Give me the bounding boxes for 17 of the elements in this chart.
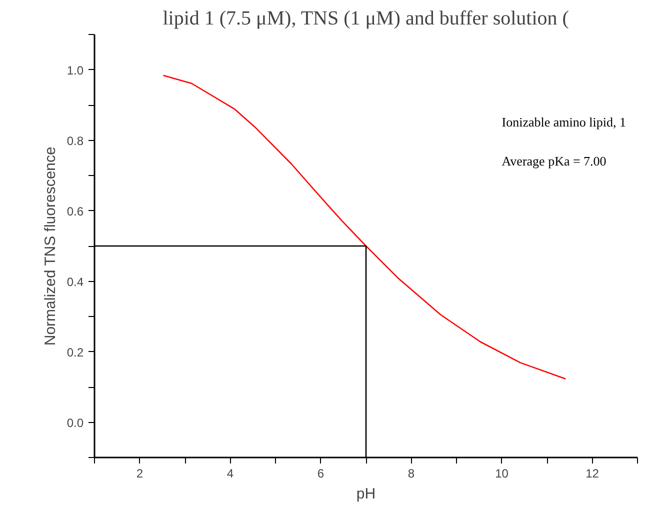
annotation: Average pKa = 7.00 [502,153,606,168]
x-tick-label: 2 [136,466,144,480]
x-tick-label: 12 [586,466,600,480]
annotation: Ionizable amino lipid, 1 [502,114,626,130]
x-tick-label: 4 [226,466,234,480]
x-axis-title: pH [356,486,376,502]
y-tick-label: 0.6 [66,204,84,218]
y-tick-label: 0.0 [66,416,84,430]
x-tick-label: 8 [408,466,415,480]
x-tick-label: 10 [495,466,509,480]
y-tick-label: 0.8 [66,134,84,148]
chart-title: lipid 1 (7.5 μM), TNS (1 μM) and buffer solution ( [162,8,570,30]
y-tick-label: 0.4 [66,274,84,289]
y-tick-label: 1.0 [66,63,84,78]
y-tick-label: 0.2 [66,345,84,360]
y-axis-title: Normalized TNS fluorescence [42,146,59,346]
x-tick-label: 6 [317,466,324,480]
